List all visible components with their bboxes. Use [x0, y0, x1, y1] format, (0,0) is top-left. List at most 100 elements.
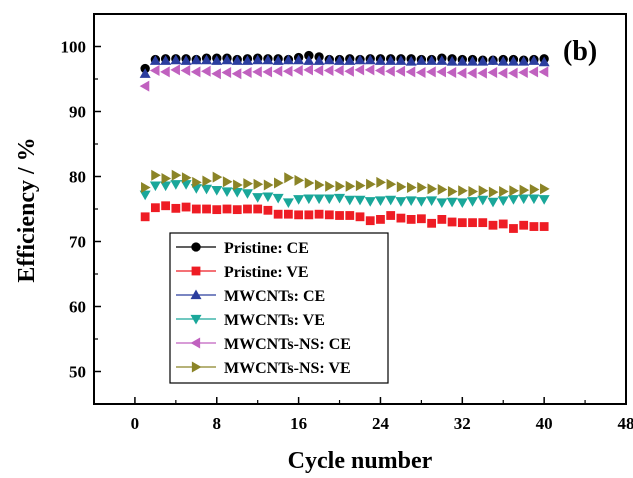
data-point — [160, 66, 170, 77]
data-point — [365, 197, 376, 207]
data-point — [447, 67, 457, 78]
data-point — [223, 176, 233, 187]
data-point — [387, 179, 397, 190]
data-point — [242, 67, 252, 78]
data-point — [406, 196, 417, 206]
data-point — [407, 215, 416, 224]
data-point — [488, 198, 499, 208]
data-point — [499, 220, 508, 229]
data-point — [233, 205, 242, 214]
x-tick-label: 48 — [618, 414, 633, 433]
data-point — [395, 66, 405, 77]
data-point — [252, 193, 263, 203]
data-point — [366, 179, 376, 190]
data-point — [181, 65, 191, 76]
data-point — [426, 66, 436, 77]
data-series — [140, 51, 550, 233]
x-axis-label: Cycle number — [288, 448, 433, 473]
data-point — [518, 194, 529, 204]
data-point — [478, 218, 487, 227]
data-point — [376, 177, 386, 188]
data-point — [315, 179, 325, 190]
data-point — [509, 224, 518, 233]
x-tick-label: 16 — [290, 414, 307, 433]
series-4 — [140, 64, 549, 91]
data-point — [397, 214, 406, 223]
data-point — [467, 197, 478, 207]
data-point — [151, 170, 161, 181]
data-point — [334, 65, 344, 76]
legend-label: MWCNTs: CE — [224, 288, 325, 305]
data-point — [375, 65, 385, 76]
data-point — [344, 66, 354, 77]
data-point — [489, 221, 498, 230]
x-tick-label: 40 — [536, 414, 553, 433]
data-point — [324, 194, 335, 204]
x-tick-label: 24 — [372, 414, 390, 433]
x-tick-label: 0 — [131, 414, 140, 433]
legend: Pristine: CE Pristine: VE MWCNTs: CE MWCNTs… — [170, 233, 388, 383]
data-point — [447, 198, 458, 208]
data-point — [192, 205, 201, 214]
data-point — [284, 210, 293, 219]
y-axis-label: Efficiency / % — [14, 137, 40, 282]
data-point — [294, 210, 303, 219]
data-point — [436, 198, 447, 208]
data-point — [468, 218, 477, 227]
data-point — [448, 218, 457, 227]
data-point — [150, 65, 160, 76]
data-point — [519, 221, 528, 230]
data-point — [438, 184, 448, 195]
data-point — [530, 184, 540, 195]
data-point — [283, 198, 294, 208]
data-point — [264, 179, 274, 190]
data-point — [539, 66, 549, 77]
legend-label: Pristine: CE — [224, 240, 309, 257]
data-point — [293, 65, 303, 76]
data-point — [427, 183, 437, 194]
data-point — [141, 212, 150, 221]
data-point — [355, 64, 365, 75]
data-point — [528, 194, 539, 204]
data-point — [171, 204, 180, 213]
data-point — [253, 205, 262, 214]
data-point — [254, 179, 264, 190]
data-point — [540, 183, 550, 194]
series-5 — [141, 170, 550, 198]
legend-label: MWCNTs-NS: CE — [224, 336, 351, 353]
y-tick-label: 90 — [69, 103, 86, 122]
data-point — [274, 178, 284, 189]
data-point — [242, 189, 253, 199]
data-point — [477, 68, 487, 79]
data-point — [161, 201, 170, 210]
data-point — [262, 193, 273, 203]
y-tick-label: 100 — [61, 38, 87, 57]
legend-label: Pristine: VE — [224, 264, 309, 281]
legend-label: MWCNTs-NS: VE — [224, 360, 351, 377]
data-point — [508, 195, 519, 205]
data-point — [385, 66, 395, 77]
data-point — [273, 194, 284, 204]
y-tick-label: 80 — [69, 168, 86, 187]
data-point — [356, 180, 366, 191]
data-point — [458, 218, 467, 227]
y-tick-label: 70 — [69, 233, 86, 252]
data-point — [262, 66, 272, 77]
data-point — [223, 205, 232, 214]
data-point — [252, 66, 262, 77]
data-point — [182, 203, 191, 212]
data-point — [303, 64, 313, 75]
data-point — [222, 187, 233, 197]
data-point — [479, 185, 489, 196]
data-point — [437, 215, 446, 224]
series-2 — [140, 55, 550, 78]
data-point — [468, 186, 478, 197]
data-point — [264, 206, 273, 215]
data-point — [344, 196, 355, 206]
data-point — [222, 67, 232, 78]
data-point — [417, 182, 427, 193]
series-1 — [141, 201, 549, 233]
data-point — [314, 194, 325, 204]
data-point — [293, 195, 304, 205]
